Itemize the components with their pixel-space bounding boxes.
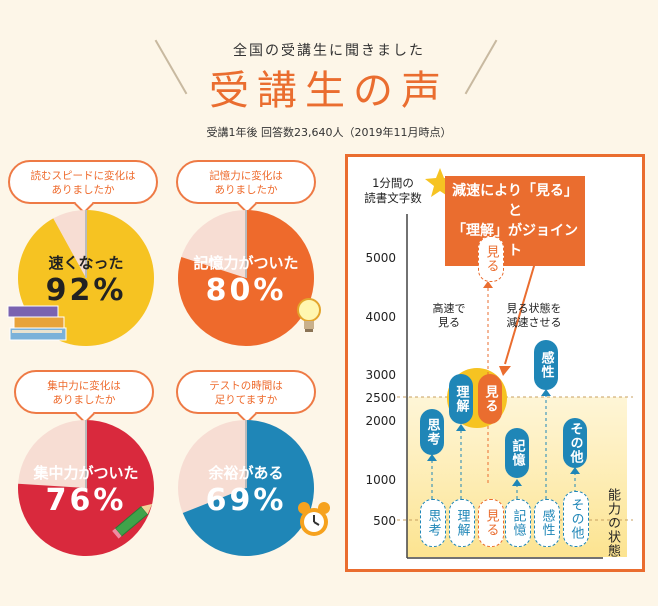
chart-ylabel: 1分間の 読書文字数	[364, 176, 422, 205]
ytick-2000: 2000	[365, 414, 396, 428]
ytick-500: 500	[373, 514, 396, 528]
pie-label-speed: 速くなった 92%	[16, 252, 156, 308]
ytick-3000: 3000	[365, 368, 396, 382]
pie-chart-focus	[18, 420, 154, 556]
joint-callout: 減速により「見る」と 「理解」がジョイント	[445, 176, 585, 266]
pie-label-line1: 集中力がついた	[33, 464, 139, 482]
dpill-kansei: 感性	[534, 499, 560, 547]
pencil-icon	[112, 503, 153, 539]
pie-label-line1: 速くなった	[48, 254, 124, 272]
survey-note: 受講1年後 回答数23,640人（2019年11月時点）	[206, 126, 452, 139]
dpill-rikai: 理解	[449, 499, 475, 547]
lightbulb-icon	[297, 298, 321, 332]
dpill-kioku: 記憶	[505, 499, 531, 547]
star-icon	[425, 168, 455, 197]
note-fast: 高速で 見る	[432, 302, 466, 329]
dpill-mite: 見る	[478, 499, 504, 547]
ytick-2500: 2500	[365, 391, 396, 405]
pill-sonota: その他	[563, 418, 587, 468]
chart-xlabel: 能力の状態	[605, 488, 620, 558]
pie-slice	[182, 420, 314, 556]
pie-chart-test-time	[178, 420, 314, 556]
pie-label-line1: 余裕がある	[208, 464, 284, 482]
ytick-5000: 5000	[365, 251, 396, 265]
dpill-sonota: その他	[563, 491, 589, 547]
pie-label-line1: 記憶力がついた	[193, 254, 299, 272]
books-icon	[7, 305, 67, 341]
pie-question-memory: 記憶力に変化は ありましたか	[176, 160, 316, 204]
header-subtitle: 全国の受講生に聞きました	[233, 43, 425, 59]
pie-label-percent: 80%	[205, 273, 287, 308]
pie-label-focus: 集中力がついた 76%	[16, 462, 156, 518]
pill-shikou: 思考	[420, 409, 444, 455]
dpill-shikou: 思考	[420, 499, 446, 547]
pie-label-memory: 記憶力がついた 80%	[176, 252, 316, 308]
pill-kioku: 記憶	[505, 428, 529, 478]
pie-question-test-time: テストの時間は 足りてますか	[176, 370, 316, 414]
pie-chart-memory	[178, 210, 314, 346]
pill-mite-fast: 見る	[478, 236, 504, 282]
pill-mite: 見る	[478, 374, 502, 424]
pill-kansei: 感性	[534, 340, 558, 390]
ytick-1000: 1000	[365, 473, 396, 487]
joint-arrow-head	[499, 366, 511, 376]
pill-rikai: 理解	[449, 374, 473, 424]
alarm-clock-icon	[298, 502, 330, 536]
header-title: 受講生の声	[209, 68, 449, 114]
ytick-4000: 4000	[365, 310, 396, 324]
pie-label-test-time: 余裕がある 69%	[176, 462, 316, 518]
pie-label-percent: 69%	[205, 483, 287, 518]
pie-label-percent: 76%	[45, 483, 127, 518]
pie-label-percent: 92%	[45, 273, 127, 308]
note-slow: 見る状態を 減速させる	[506, 302, 562, 329]
